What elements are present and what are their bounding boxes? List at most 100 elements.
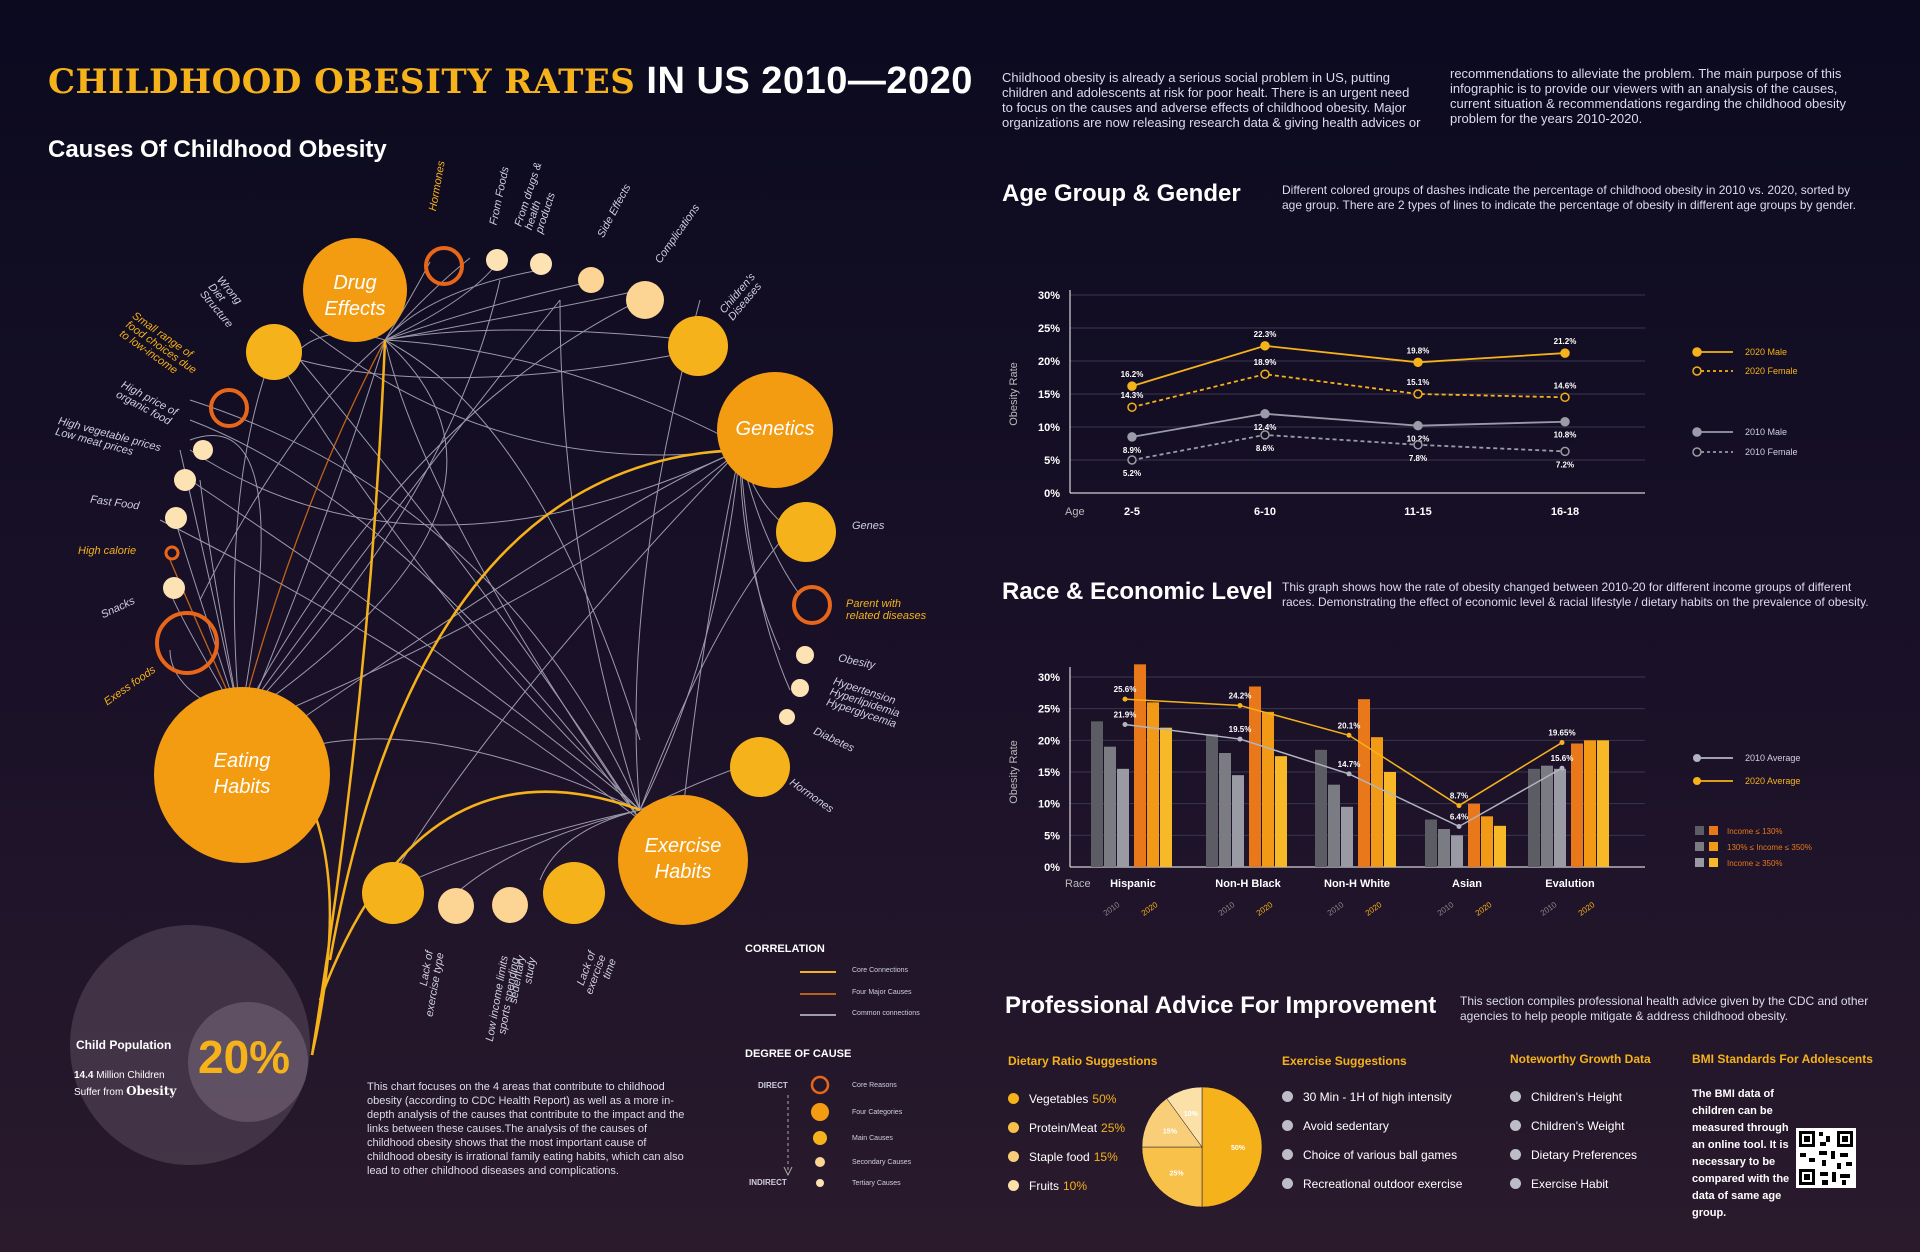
y-tick-label: 30%	[1038, 672, 1060, 684]
average-label: 25.6%	[1114, 685, 1137, 694]
pie-label: 50%	[1231, 1145, 1246, 1152]
pie-slice	[1141, 1146, 1203, 1208]
bar	[1275, 756, 1287, 867]
average-label: 14.7%	[1338, 760, 1361, 769]
age-gender-description: Different colored groups of dashes indic…	[1282, 183, 1856, 212]
growth-title: Noteworthy Growth Data	[1510, 1052, 1651, 1066]
main-cause-circle	[246, 324, 302, 380]
qr-code-icon[interactable]	[1796, 1128, 1856, 1188]
population-unit: Million Children	[96, 1070, 165, 1081]
data-label: 7.2%	[1556, 460, 1574, 469]
y-tick-label: 20%	[1038, 356, 1060, 368]
race-heading: Race & Economic Level	[1002, 578, 1273, 605]
data-label: 19.8%	[1407, 346, 1430, 355]
exercise-habits-label: Exercise Habits	[644, 835, 722, 883]
core-connections	[239, 339, 741, 1056]
tertiary-circle	[486, 249, 508, 271]
race-description: This graph shows how the rate of obesity…	[1282, 580, 1869, 609]
growth-item: Dietary Preferences	[1510, 1140, 1637, 1169]
main-cause-circle	[543, 862, 605, 924]
growth-item: Exercise Habit	[1510, 1169, 1637, 1198]
bar	[1371, 737, 1383, 867]
data-point	[1413, 357, 1423, 368]
pie-label: 10%	[1184, 1111, 1199, 1118]
average-point	[1237, 736, 1243, 742]
y-tick-label: 5%	[1044, 830, 1060, 842]
data-point	[1560, 392, 1570, 403]
average-point	[1456, 823, 1462, 829]
series-line	[1131, 373, 1566, 409]
data-label: 12.4%	[1254, 423, 1277, 432]
population-label: Child Population	[76, 1038, 172, 1052]
average-line	[1124, 698, 1563, 807]
x-tick-label: Non-H White	[1324, 878, 1390, 890]
degree-item: Main Causes	[852, 1135, 893, 1142]
series-line	[1131, 434, 1566, 461]
data-point	[1560, 416, 1570, 427]
data-label: 8.9%	[1123, 446, 1141, 455]
data-point	[1127, 455, 1137, 465]
growth-item: Children's Weight	[1510, 1111, 1637, 1140]
legend-swatch-2010	[1695, 826, 1704, 835]
legend-swatch-2020	[1709, 842, 1718, 851]
main-cause-circle	[668, 316, 728, 376]
y-tick-label: 20%	[1038, 735, 1060, 747]
bar	[1451, 835, 1463, 867]
bar	[1232, 775, 1244, 867]
legend-label: Income ≥ 350%	[1727, 859, 1783, 868]
year-label: 2020	[1577, 900, 1597, 918]
average-label: 19.5%	[1229, 725, 1252, 734]
pie-slice	[1141, 1098, 1203, 1148]
degree-title: DEGREE OF CAUSE	[745, 1048, 852, 1060]
data-point	[1127, 381, 1137, 391]
average-label: 20.1%	[1338, 721, 1361, 730]
correlation-title: CORRELATION	[745, 943, 825, 955]
y-tick-label: 0%	[1044, 488, 1060, 500]
bar	[1219, 753, 1231, 867]
y-tick-label: 0%	[1044, 862, 1060, 874]
average-point	[1122, 696, 1128, 702]
sub-label: High calorie	[78, 545, 137, 557]
series-line	[1131, 344, 1566, 387]
legend-label: 2010 Average	[1745, 753, 1800, 763]
intro-text-1: Childhood obesity is already a serious s…	[1002, 70, 1421, 130]
x-tick-label: Non-H Black	[1215, 878, 1281, 890]
exercise-item: 30 Min - 1H of high intensity	[1282, 1082, 1462, 1111]
eating-habits-label: Eating Habits	[213, 750, 271, 798]
average-point	[1456, 803, 1462, 809]
pie-slice	[1166, 1086, 1203, 1148]
main-cause-circle	[776, 502, 836, 562]
data-point	[1260, 369, 1270, 379]
advice-description: This section compiles professional healt…	[1460, 994, 1869, 1023]
average-label: 8.7%	[1450, 792, 1468, 801]
age-gender-heading: Age Group & Gender	[1002, 180, 1241, 207]
dietary-item: Fruits 10%	[1008, 1171, 1125, 1200]
data-label: 8.6%	[1256, 444, 1274, 453]
y-tick-label: 25%	[1038, 323, 1060, 335]
x-tick-label: 11-15	[1404, 506, 1432, 518]
secondary-circle	[438, 888, 474, 924]
tertiary-circle	[163, 577, 185, 599]
y-tick-label: 15%	[1038, 767, 1060, 779]
bar	[1425, 819, 1437, 867]
indirect-label: INDIRECT	[749, 1178, 787, 1187]
data-label: 10.8%	[1554, 431, 1577, 440]
year-label: 2020	[1364, 900, 1384, 918]
page-title: CHILDHOOD OBESITY RATES IN US 2010—2020	[48, 60, 973, 103]
legend-label: Income ≤ 130%	[1727, 827, 1783, 836]
bar	[1584, 740, 1596, 867]
bar	[1384, 772, 1396, 867]
legend-label: 2020 Average	[1745, 776, 1800, 786]
bar	[1249, 686, 1261, 867]
secondary-circle	[492, 887, 528, 923]
common-connections	[159, 257, 811, 891]
x-tick-label: Asian	[1452, 878, 1482, 890]
year-label: 2010	[1539, 900, 1559, 918]
average-label: 21.9%	[1114, 711, 1137, 720]
y-tick-label: 10%	[1038, 799, 1060, 811]
bar	[1328, 784, 1340, 867]
bmi-title: BMI Standards For Adolescents	[1692, 1052, 1873, 1066]
data-label: 22.3%	[1254, 330, 1277, 339]
x-axis-label: Age	[1065, 506, 1085, 518]
degree-item: Four Categories	[852, 1109, 903, 1116]
